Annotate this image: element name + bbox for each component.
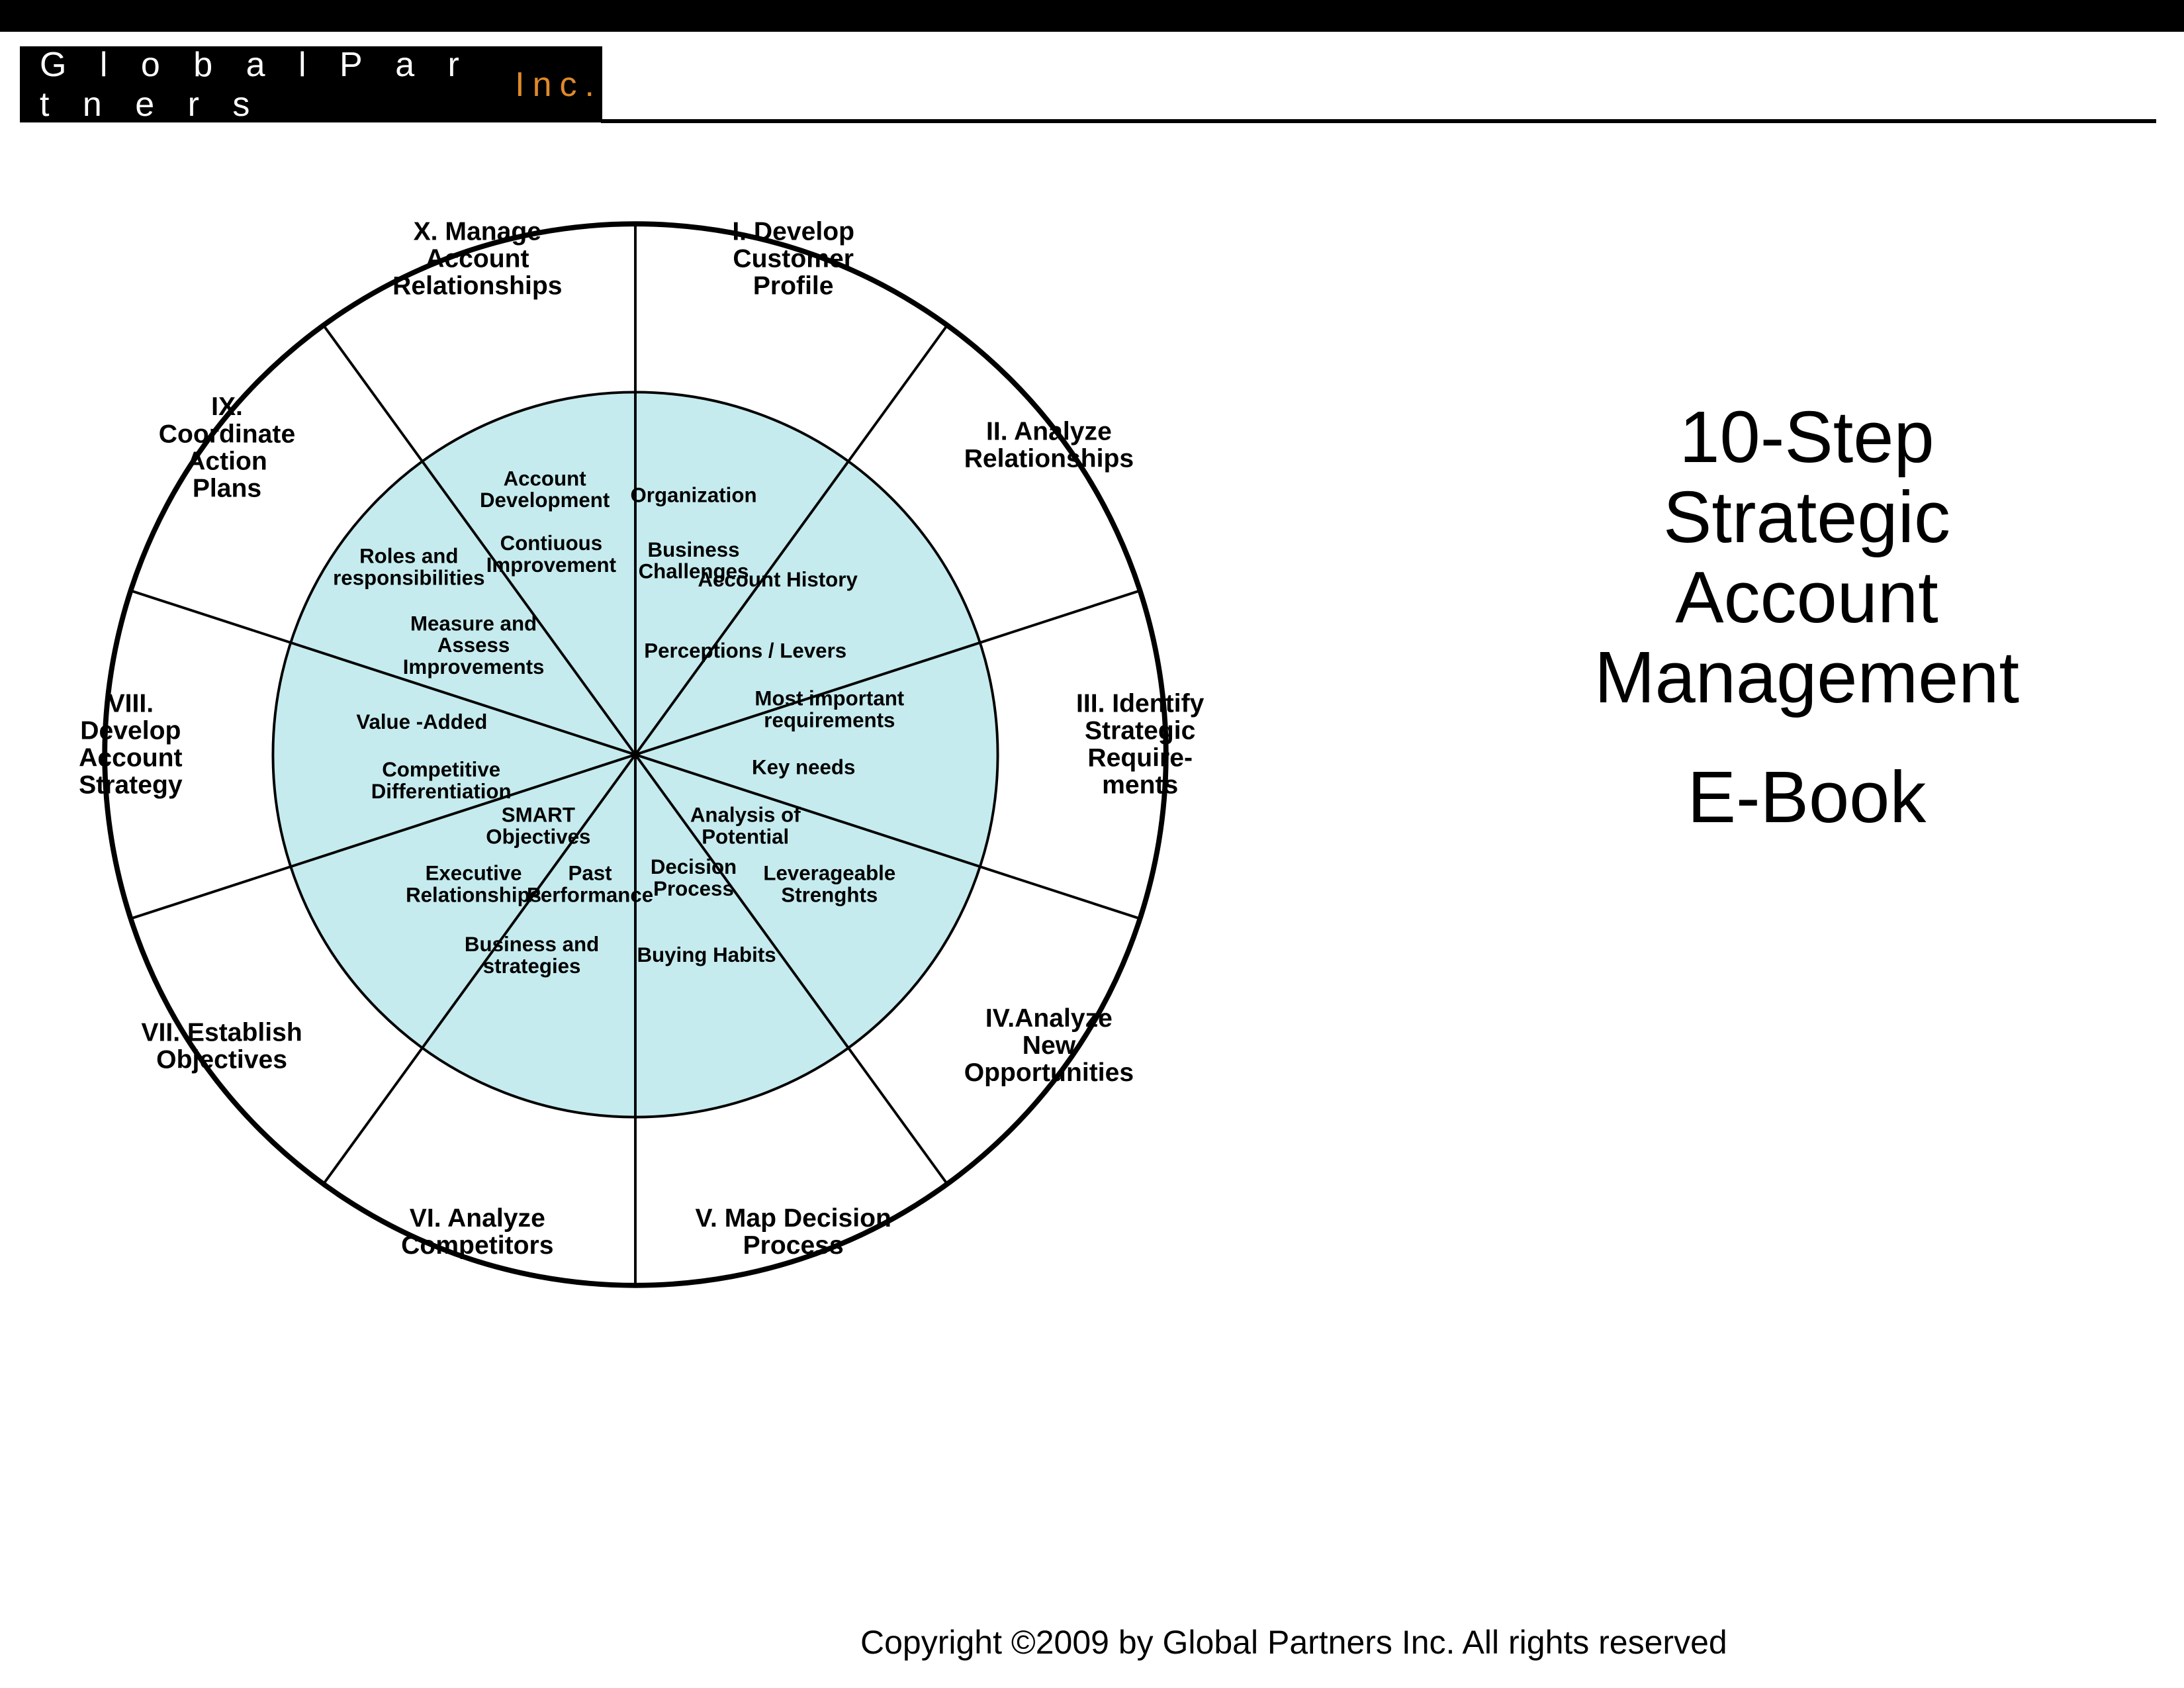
title-line-1: 10-Step: [1509, 397, 2105, 477]
inner-label-8: DecisionProcess: [651, 855, 737, 900]
inner-label-0: Organization: [630, 484, 756, 507]
logo-band: G l o b a l P a r t n e r s Inc.: [20, 46, 602, 122]
title-line-4: Management: [1509, 637, 2105, 718]
inner-label-4: Most importantrequirements: [754, 687, 904, 732]
inner-label-2: Account History: [698, 568, 858, 591]
topbar: [0, 0, 2184, 32]
outer-label-5: VI. AnalyzeCompetitors: [401, 1204, 553, 1260]
outer-label-6: VII. EstablishObjectives: [141, 1019, 302, 1074]
inner-label-19: ContiuousImprovement: [486, 532, 617, 577]
outer-label-1: II. AnalyzeRelationships: [964, 417, 1134, 473]
inner-label-7: LeverageableStrenghts: [763, 862, 895, 907]
inner-label-13: SMARTObjectives: [486, 804, 590, 849]
title-line-2: Strategic: [1509, 477, 2105, 557]
inner-label-14: Value -Added: [356, 710, 487, 733]
inner-label-9: Buying Habits: [637, 943, 776, 966]
inner-label-6: Analysis ofPotential: [690, 804, 801, 849]
wheel-diagram: I. DevelopCustomerProfileII. AnalyzeRela…: [53, 172, 1218, 1337]
inner-label-15: CompetitiveDifferentiation: [371, 758, 512, 803]
inner-label-11: Business andstrategies: [465, 933, 599, 978]
copyright: Copyright ©2009 by Global Partners Inc. …: [860, 1623, 1727, 1662]
header-underline: [601, 119, 2156, 123]
inner-label-5: Key needs: [752, 755, 855, 778]
logo-text-a: G l o b a l P a r t n e r s: [40, 45, 506, 124]
logo-text-b: Inc.: [515, 65, 602, 105]
title-line-3: Account: [1509, 557, 2105, 637]
inner-label-3: Perceptions / Levers: [644, 639, 846, 662]
title-block: 10-Step Strategic Account Management E-B…: [1509, 397, 2105, 837]
inner-label-12: ExecutiveRelationships: [406, 862, 541, 907]
title-line-5: E-Book: [1509, 757, 2105, 837]
